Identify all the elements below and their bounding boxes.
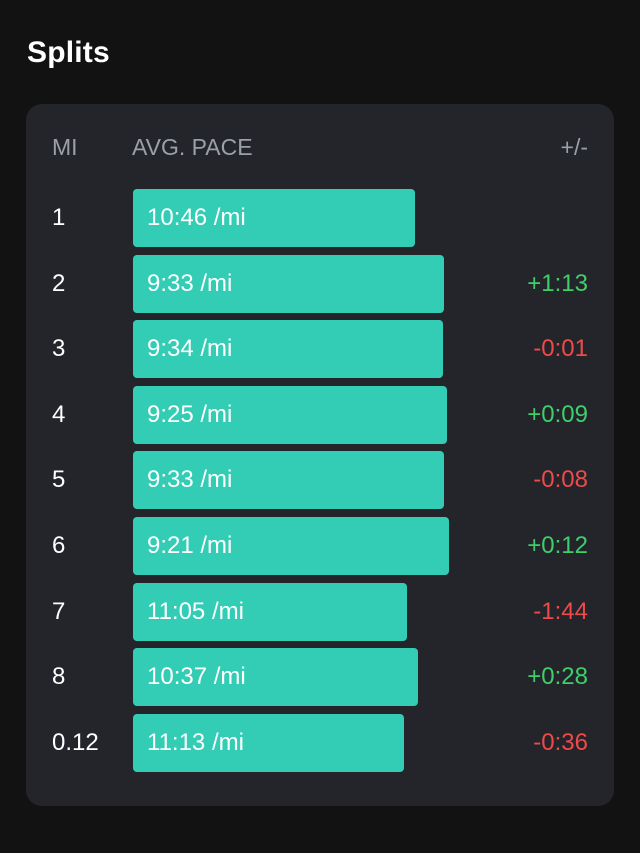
pace-value: 11:13 /mi <box>147 728 244 756</box>
pace-delta: -0:08 <box>533 466 588 494</box>
pace-value: 9:34 /mi <box>147 335 233 363</box>
split-mile: 5 <box>52 466 66 494</box>
pace-delta: +0:12 <box>527 532 588 559</box>
delta-column-header: +/- <box>560 134 588 160</box>
mile-column-header: MI <box>52 134 78 160</box>
split-mile: 6 <box>52 532 66 559</box>
pace-delta: -1:44 <box>533 597 588 625</box>
split-mile: 3 <box>52 335 66 363</box>
pace-value: 10:37 /mi <box>147 663 246 691</box>
pace-bar <box>133 385 447 444</box>
pace-bar <box>133 451 444 510</box>
pace-value: 11:05 /mi <box>147 597 244 625</box>
split-mile: 1 <box>52 204 66 231</box>
split-row: 0.12 11:13 /mi -0:36 <box>26 713 614 773</box>
splits-table-header: MI AVG. PACE +/- <box>26 104 614 188</box>
split-row: 8 10:37 /mi +0:28 <box>26 647 614 707</box>
split-mile: 2 <box>52 269 66 297</box>
split-row: 1 10:46 /mi <box>26 188 614 248</box>
split-mile: 4 <box>52 400 66 428</box>
pace-bar <box>133 320 444 379</box>
splits-card: MI AVG. PACE +/- 1 10:46 /mi 2 9:33 /mi +1:1… <box>26 104 614 806</box>
pace-delta: +0:09 <box>527 400 588 428</box>
split-row: 6 9:21 /mi +0:12 <box>26 516 614 576</box>
pace-bar <box>133 254 444 313</box>
split-row: 2 9:33 /mi +1:13 <box>26 254 614 314</box>
pace-bar <box>133 713 404 772</box>
split-row: 3 9:34 /mi -0:01 <box>26 319 614 379</box>
split-row: 4 9:25 /mi +0:09 <box>26 385 614 445</box>
pace-value: 9:21 /mi <box>147 532 233 559</box>
pace-value: 9:33 /mi <box>147 269 233 297</box>
split-row: 7 11:05 /mi -1:44 <box>26 582 614 642</box>
pace-bar <box>133 517 449 575</box>
pace-bar <box>133 648 419 707</box>
pace-value: 10:46 /mi <box>147 204 246 231</box>
page-title: Splits <box>27 36 110 69</box>
split-mile: 7 <box>52 597 66 625</box>
pace-value: 9:33 /mi <box>147 466 233 494</box>
pace-bar <box>133 189 415 247</box>
pace-column-header: AVG. PACE <box>132 134 253 160</box>
pace-delta: +1:13 <box>527 269 588 297</box>
pace-bar <box>133 582 407 641</box>
split-mile: 8 <box>52 663 66 691</box>
pace-delta: -0:01 <box>533 335 588 363</box>
split-mile: 0.12 <box>52 728 99 756</box>
pace-delta: -0:36 <box>533 728 588 756</box>
pace-value: 9:25 /mi <box>147 400 233 428</box>
split-row: 5 9:33 /mi -0:08 <box>26 450 614 510</box>
pace-delta: +0:28 <box>527 663 588 691</box>
